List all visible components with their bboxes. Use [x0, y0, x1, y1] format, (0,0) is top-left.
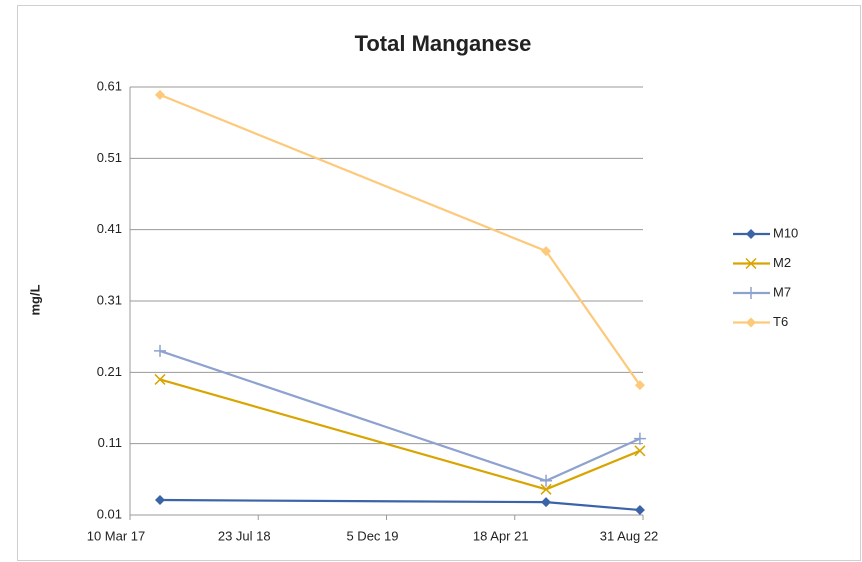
legend-label: T6: [773, 314, 788, 329]
x-tick-label: 5 Dec 19: [346, 528, 398, 543]
x-tick-label: 10 Mar 17: [87, 528, 146, 543]
point: [155, 89, 166, 100]
point: [634, 380, 645, 391]
legend-marker: [746, 229, 756, 239]
y-tick-label: 0.21: [97, 364, 122, 379]
x-tick-label: 31 Aug 22: [600, 528, 659, 543]
point: [634, 445, 646, 457]
legend-marker: [746, 317, 756, 328]
chart-border: [17, 5, 861, 561]
point: [540, 474, 553, 487]
legend-label: M2: [773, 255, 791, 270]
legend-label: M7: [773, 284, 791, 299]
point: [541, 246, 552, 257]
y-axis-label: mg/L: [27, 284, 42, 315]
y-tick-label: 0.01: [97, 506, 122, 521]
legend-marker: [745, 287, 757, 299]
y-tick-label: 0.11: [98, 435, 122, 450]
point: [633, 432, 646, 445]
y-tick-label: 0.61: [97, 78, 122, 93]
x-tick-label: 18 Apr 21: [473, 528, 529, 543]
point: [154, 373, 166, 385]
y-tick-label: 0.31: [97, 292, 122, 307]
y-tick-label: 0.51: [97, 150, 122, 165]
chart-title: Total Manganese: [355, 31, 532, 56]
legend-label: M10: [773, 225, 798, 240]
point: [541, 497, 552, 508]
point: [154, 344, 167, 357]
legend-marker: [745, 257, 757, 270]
point: [155, 495, 166, 506]
x-tick-label: 23 Jul 18: [218, 528, 271, 543]
point: [540, 483, 552, 495]
point: [634, 505, 645, 516]
y-tick-label: 0.41: [97, 221, 122, 236]
